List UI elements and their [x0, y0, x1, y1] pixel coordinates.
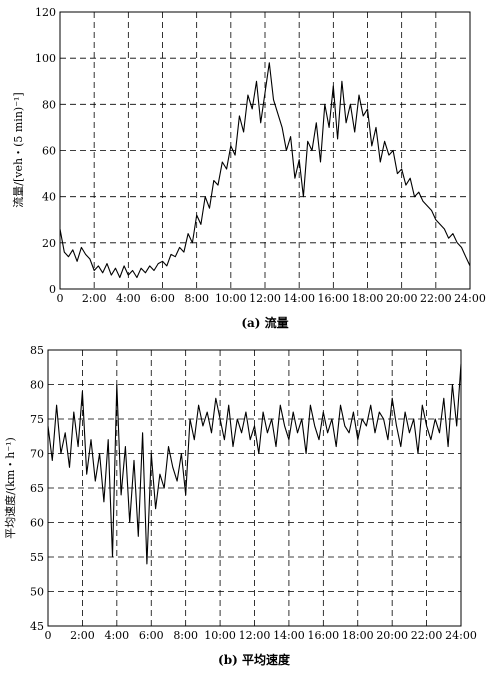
chart-speed-caption: (b) 平均速度: [218, 652, 291, 667]
chart-flow-series-line: [59, 62, 471, 279]
chart-flow-y-tick-label: 120: [35, 6, 56, 19]
chart-speed-x-tick-label: 0: [45, 629, 52, 642]
chart-flow-x-tick-label: 14:00: [283, 292, 315, 305]
chart-speed: 0 2:00 4:00 6:00 8:00 10:00 12:00 14:00 16:00 18:…: [3, 344, 477, 667]
chart-speed-x-tick-label: 12:00: [239, 629, 271, 642]
chart-flow-x-tick-label: 22:00: [420, 292, 452, 305]
chart-speed-y-tick-label: 80: [30, 379, 44, 392]
chart-speed-x-tick-label: 4:00: [104, 629, 129, 642]
chart-speed-x-tick-label: 14:00: [273, 629, 305, 642]
chart-flow-x-tick-label: 6:00: [150, 292, 175, 305]
chart-speed-x-tick-label: 22:00: [411, 629, 443, 642]
chart-flow-x-tick-label: 16:00: [317, 292, 349, 305]
chart-speed-x-ticks: 0 2:00 4:00 6:00 8:00 10:00 12:00 14:00 16:00 18:…: [45, 629, 477, 642]
chart-flow-x-tick-label: 0: [57, 292, 64, 305]
chart-speed-y-axis-label: 平均速度/(km・h⁻¹): [3, 437, 17, 539]
chart-flow-x-tick-label: 18:00: [352, 292, 384, 305]
chart-speed-y-tick-label: 85: [30, 344, 44, 357]
chart-flow-x-ticks: 0 2:00 4:00 6:00 8:00 10:00 12:00 14:00 16:00 18:…: [57, 292, 486, 305]
chart-speed-y-tick-label: 50: [30, 586, 44, 599]
chart-flow-y-tick-label: 0: [49, 283, 56, 296]
chart-speed-grid: [48, 350, 461, 626]
chart-flow-y-tick-label: 80: [42, 98, 56, 111]
chart-flow-y-tick-label: 60: [42, 145, 56, 158]
chart-flow-x-tick-label: 10:00: [215, 292, 247, 305]
chart-speed-x-tick-label: 10:00: [204, 629, 236, 642]
chart-speed-y-tick-label: 45: [30, 620, 44, 633]
chart-flow-x-tick-label: 2:00: [82, 292, 107, 305]
chart-speed-y-tick-label: 55: [30, 551, 44, 564]
chart-speed-x-tick-label: 8:00: [173, 629, 198, 642]
chart-flow-y-tick-label: 20: [42, 237, 56, 250]
chart-flow-y-axis-label: 流量/[veh・(5 min)⁻¹]: [11, 92, 25, 207]
chart-flow-x-tick-label: 4:00: [116, 292, 141, 305]
chart-speed-x-tick-label: 16:00: [307, 629, 339, 642]
chart-flow-x-tick-label: 8:00: [184, 292, 209, 305]
chart-speed-y-tick-label: 65: [30, 482, 44, 495]
chart-flow-y-tick-label: 40: [42, 191, 56, 204]
chart-flow-x-tick-label: 24:00: [454, 292, 486, 305]
chart-flow-x-tick-label: 20:00: [386, 292, 418, 305]
chart-speed-y-tick-label: 60: [30, 517, 44, 530]
chart-speed-series-line: [47, 363, 462, 565]
chart-speed-x-tick-label: 24:00: [445, 629, 477, 642]
chart-speed-y-ticks: 45 50 55 60 65 70 75 80 85: [30, 344, 44, 633]
chart-speed-x-tick-label: 2:00: [70, 629, 95, 642]
chart-flow-grid: [60, 12, 470, 289]
chart-speed-x-tick-label: 18:00: [342, 629, 374, 642]
chart-flow-x-tick-label: 12:00: [249, 292, 281, 305]
chart-speed-y-tick-label: 70: [30, 448, 44, 461]
chart-flow-y-ticks: 0 20 40 60 80 100 120: [35, 6, 56, 296]
chart-speed-x-tick-label: 6:00: [139, 629, 164, 642]
chart-flow-y-tick-label: 100: [35, 52, 56, 65]
chart-flow-caption: (a) 流量: [241, 315, 288, 330]
chart-speed-y-tick-label: 75: [30, 413, 44, 426]
chart-speed-x-tick-label: 20:00: [376, 629, 408, 642]
chart-flow: 0 2:00 4:00 6:00 8:00 10:00 12:00 14:00 16:00 18:…: [11, 6, 486, 330]
